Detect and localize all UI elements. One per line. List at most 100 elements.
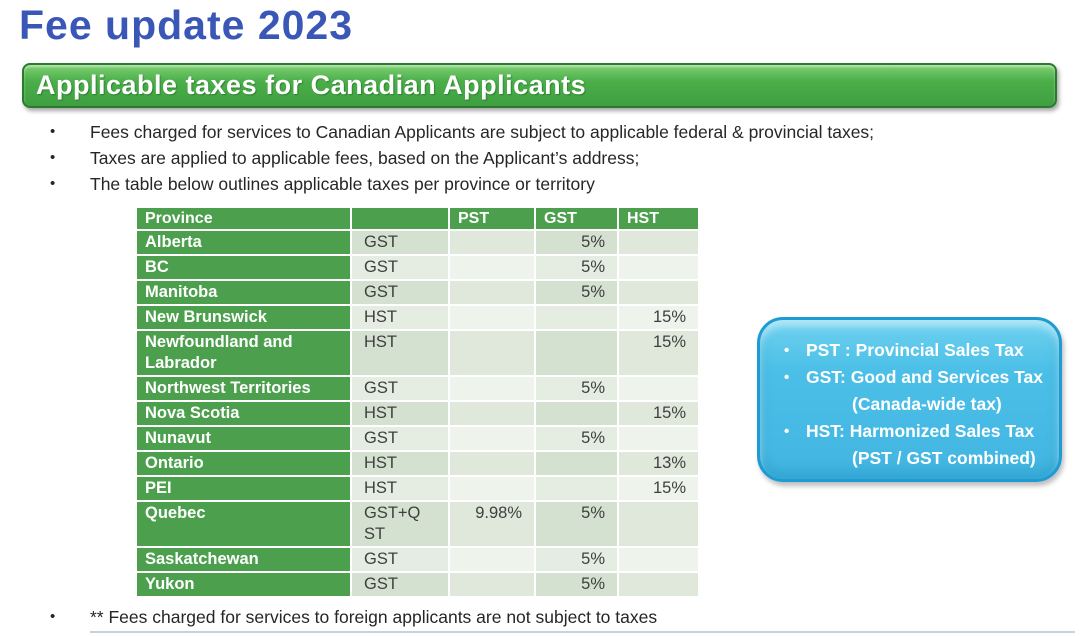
tax-type-cell: GST: [352, 573, 448, 596]
tax-type-cell: GST: [352, 427, 448, 450]
table-row: BC GST 5%: [137, 256, 698, 279]
hst-value-cell: [619, 548, 698, 571]
tax-type-cell: GST: [352, 281, 448, 304]
tax-type-cell: GST+QST: [352, 502, 448, 546]
tax-type-cell: GST: [352, 231, 448, 254]
tax-table: Province PST GST HST Alberta GST 5% BC G…: [135, 206, 700, 598]
callout-item: GST: Good and Services Tax (Canada-wide …: [776, 364, 1051, 418]
gst-value-cell: 5%: [536, 281, 617, 304]
table-row: Yukon GST 5%: [137, 573, 698, 596]
tax-definitions-callout: PST : Provincial Sales Tax GST: Good and…: [757, 317, 1062, 482]
hst-value-cell: 15%: [619, 331, 698, 375]
tax-table-body: Alberta GST 5% BC GST 5% Manitoba GST 5%…: [137, 231, 698, 596]
column-header-hst: HST: [619, 208, 698, 229]
pst-value-cell: [450, 231, 534, 254]
hst-value-cell: 15%: [619, 306, 698, 329]
section-banner-title: Applicable taxes for Canadian Applicants: [36, 70, 587, 100]
table-row: Ontario HST 13%: [137, 452, 698, 475]
province-cell: Manitoba: [137, 281, 350, 304]
tax-type-cell: GST: [352, 377, 448, 400]
hst-value-cell: 13%: [619, 452, 698, 475]
province-cell: Newfoundland and Labrador: [137, 331, 350, 375]
tax-type-cell: HST: [352, 402, 448, 425]
table-row: Alberta GST 5%: [137, 231, 698, 254]
callout-item-sub: (PST / GST combined): [852, 448, 1036, 468]
province-cell: PEI: [137, 477, 350, 500]
pst-value-cell: [450, 256, 534, 279]
table-row: Newfoundland and Labrador HST 15%: [137, 331, 698, 375]
callout-item-sub: (Canada-wide tax): [852, 394, 1002, 414]
province-cell: Alberta: [137, 231, 350, 254]
table-row: PEI HST 15%: [137, 477, 698, 500]
callout-item-main: HST: Harmonized Sales Tax: [776, 418, 1051, 445]
table-row: Manitoba GST 5%: [137, 281, 698, 304]
gst-value-cell: [536, 306, 617, 329]
table-row: Quebec GST+QST 9.98% 5%: [137, 502, 698, 546]
column-header-gst: GST: [536, 208, 617, 229]
table-row: Nunavut GST 5%: [137, 427, 698, 450]
pst-value-cell: [450, 331, 534, 375]
callout-item: PST : Provincial Sales Tax: [776, 337, 1051, 364]
section-banner: Applicable taxes for Canadian Applicants: [22, 63, 1057, 108]
tax-type-cell: HST: [352, 477, 448, 500]
callout-item-main: GST: Good and Services Tax: [776, 364, 1051, 391]
hst-value-cell: 15%: [619, 477, 698, 500]
pst-value-cell: [450, 402, 534, 425]
tax-type-cell: HST: [352, 306, 448, 329]
province-cell: Yukon: [137, 573, 350, 596]
bullet-item: Taxes are applied to applicable fees, ba…: [44, 145, 1004, 171]
bullet-text: Taxes are applied to applicable fees, ba…: [90, 148, 640, 168]
gst-value-cell: 5%: [536, 502, 617, 546]
gst-value-cell: 5%: [536, 548, 617, 571]
province-cell: Quebec: [137, 502, 350, 546]
hst-value-cell: [619, 256, 698, 279]
tax-type-cell: GST: [352, 256, 448, 279]
gst-value-cell: 5%: [536, 256, 617, 279]
gst-value-cell: [536, 477, 617, 500]
table-row: Nova Scotia HST 15%: [137, 402, 698, 425]
hst-value-cell: [619, 231, 698, 254]
column-header-pst: PST: [450, 208, 534, 229]
table-row: Northwest Territories GST 5%: [137, 377, 698, 400]
hst-value-cell: [619, 377, 698, 400]
bullet-text: Fees charged for services to Canadian Ap…: [90, 122, 875, 142]
pst-value-cell: [450, 452, 534, 475]
hst-value-cell: [619, 502, 698, 546]
hst-value-cell: 15%: [619, 402, 698, 425]
table-row: New Brunswick HST 15%: [137, 306, 698, 329]
gst-value-cell: [536, 402, 617, 425]
bottom-divider: [90, 631, 1075, 633]
bullet-text: The table below outlines applicable taxe…: [90, 174, 595, 194]
province-cell: Ontario: [137, 452, 350, 475]
pst-value-cell: 9.98%: [450, 502, 534, 546]
tax-table-header: Province PST GST HST: [137, 208, 698, 229]
province-cell: New Brunswick: [137, 306, 350, 329]
bullet-item: The table below outlines applicable taxe…: [44, 171, 1004, 197]
column-header-province: Province: [137, 208, 350, 229]
header-row: Province PST GST HST: [137, 208, 698, 229]
page-title: Fee update 2023: [19, 2, 354, 48]
tax-type-cell: HST: [352, 331, 448, 375]
footnote: ** Fees charged for services to foreign …: [44, 604, 1004, 630]
tax-type-cell: HST: [352, 452, 448, 475]
province-cell: Northwest Territories: [137, 377, 350, 400]
hst-value-cell: [619, 573, 698, 596]
pst-value-cell: [450, 477, 534, 500]
province-cell: Saskatchewan: [137, 548, 350, 571]
footnote-text: ** Fees charged for services to foreign …: [44, 604, 1004, 630]
callout-item: HST: Harmonized Sales Tax (PST / GST com…: [776, 418, 1051, 472]
bullet-item: Fees charged for services to Canadian Ap…: [44, 119, 1004, 145]
gst-value-cell: 5%: [536, 427, 617, 450]
gst-value-cell: [536, 452, 617, 475]
pst-value-cell: [450, 377, 534, 400]
gst-value-cell: 5%: [536, 231, 617, 254]
province-cell: BC: [137, 256, 350, 279]
province-cell: Nunavut: [137, 427, 350, 450]
gst-value-cell: 5%: [536, 573, 617, 596]
column-header-blank: [352, 208, 448, 229]
gst-value-cell: [536, 331, 617, 375]
pst-value-cell: [450, 281, 534, 304]
province-cell: Nova Scotia: [137, 402, 350, 425]
hst-value-cell: [619, 281, 698, 304]
